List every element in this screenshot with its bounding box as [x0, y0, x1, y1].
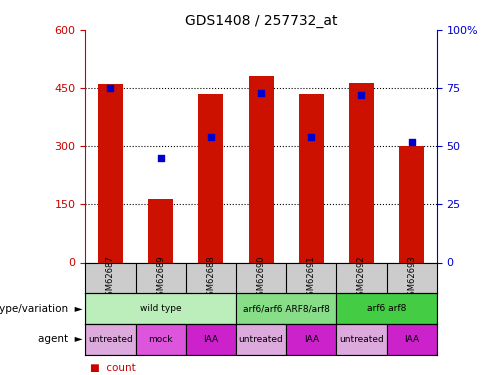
- Text: genotype/variation  ►: genotype/variation ►: [0, 304, 83, 313]
- Bar: [236, 293, 336, 324]
- Text: GSM62689: GSM62689: [156, 255, 165, 301]
- Bar: [299, 94, 324, 262]
- Point: [157, 155, 164, 161]
- Text: GSM62687: GSM62687: [106, 255, 115, 301]
- Title: GDS1408 / 257732_at: GDS1408 / 257732_at: [185, 13, 337, 28]
- Text: GSM62693: GSM62693: [407, 255, 416, 301]
- Point: [257, 90, 265, 96]
- Text: IAA: IAA: [304, 335, 319, 344]
- Text: GSM62691: GSM62691: [307, 255, 316, 301]
- Text: GSM62688: GSM62688: [206, 255, 215, 301]
- Point: [106, 85, 114, 91]
- Text: IAA: IAA: [203, 335, 219, 344]
- Bar: [136, 324, 186, 355]
- Text: wild type: wild type: [140, 304, 182, 313]
- Text: GSM62690: GSM62690: [257, 255, 265, 301]
- Text: arf6 arf8: arf6 arf8: [367, 304, 406, 313]
- Bar: [85, 293, 236, 324]
- Bar: [336, 293, 437, 324]
- Bar: [98, 84, 123, 262]
- Bar: [336, 324, 386, 355]
- Text: untreated: untreated: [239, 335, 284, 344]
- Bar: [85, 324, 136, 355]
- Point: [408, 139, 416, 145]
- Bar: [386, 324, 437, 355]
- Text: ■  count: ■ count: [90, 363, 136, 373]
- Text: IAA: IAA: [404, 335, 419, 344]
- Point: [307, 134, 315, 140]
- Bar: [399, 146, 424, 262]
- Bar: [198, 94, 224, 262]
- Point: [207, 134, 215, 140]
- Bar: [186, 324, 236, 355]
- Bar: [248, 76, 274, 262]
- Text: mock: mock: [148, 335, 173, 344]
- Text: GSM62692: GSM62692: [357, 255, 366, 301]
- Text: untreated: untreated: [88, 335, 133, 344]
- Bar: [148, 198, 173, 262]
- Text: arf6/arf6 ARF8/arf8: arf6/arf6 ARF8/arf8: [243, 304, 329, 313]
- Text: agent  ►: agent ►: [39, 334, 83, 344]
- Text: untreated: untreated: [339, 335, 384, 344]
- Bar: [236, 324, 286, 355]
- Bar: [286, 324, 336, 355]
- Bar: [349, 84, 374, 262]
- Point: [358, 92, 366, 98]
